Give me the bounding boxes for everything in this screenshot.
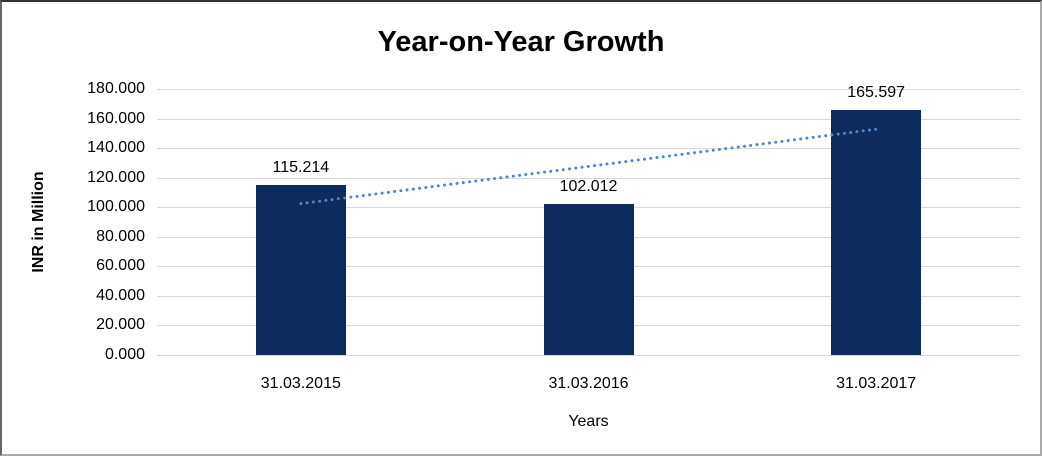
bar-value-label: 115.214 [272,158,330,176]
y-tick-label: 60.000 [96,257,145,275]
y-tick-label: 120.000 [87,168,145,186]
y-tick-label: 180.000 [87,80,145,97]
gridline [157,89,1020,90]
y-tick-label: 80.000 [96,227,145,245]
y-tick-label: 100.000 [87,198,145,216]
bar-value-label: 165.597 [847,84,906,102]
x-tick-label: 31.03.2017 [836,375,917,392]
bar [543,204,634,355]
y-tick-label: 140.000 [87,139,145,157]
x-tick-label: 31.03.2015 [260,375,341,392]
y-tick-label: 40.000 [96,286,145,304]
x-axis-title: Years [568,413,609,430]
chart-title: Year-on-Year Growth [377,26,665,58]
bar-value-label: 102.012 [559,178,618,196]
gridline [157,355,1020,356]
bar [831,110,922,355]
bar [255,184,346,355]
gridline [157,118,1020,120]
y-tick-label: 0.000 [104,346,145,363]
y-tick-label: 20.000 [96,316,145,334]
y-tick-label: 160.000 [87,109,145,127]
x-tick-label: 31.03.2016 [548,375,629,392]
